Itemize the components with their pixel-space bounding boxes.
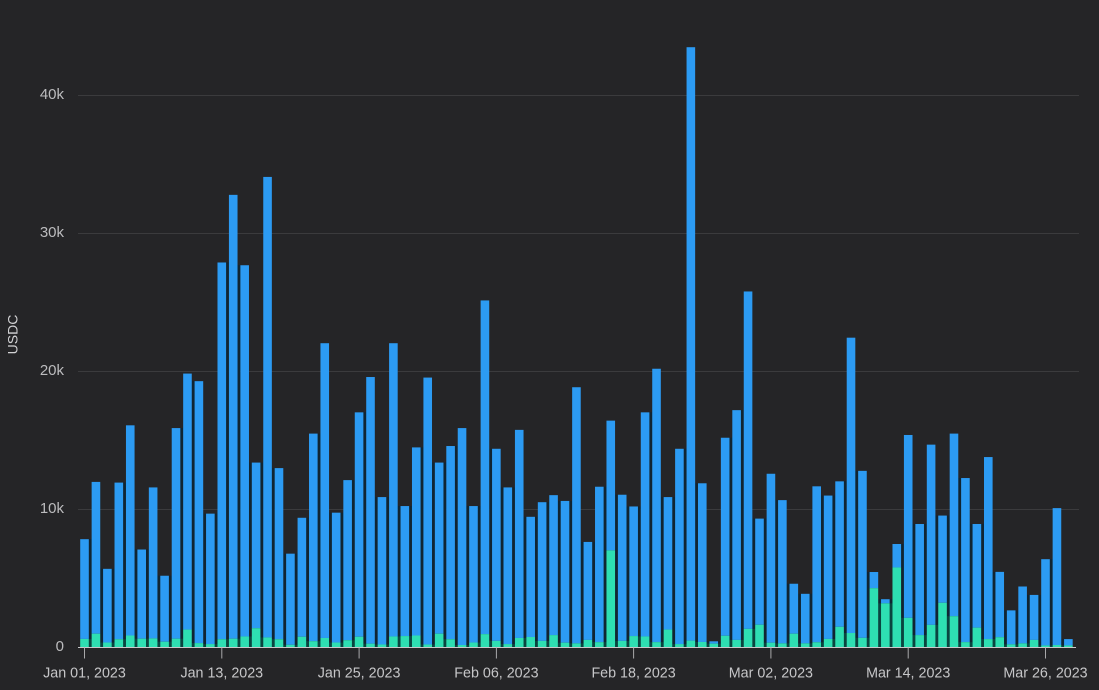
svg-text:Mar 02, 2023: Mar 02, 2023 <box>729 666 813 682</box>
svg-text:Jan 01, 2023: Jan 01, 2023 <box>43 666 126 682</box>
svg-text:USDC: USDC <box>5 315 21 355</box>
svg-text:Feb 18, 2023: Feb 18, 2023 <box>591 666 675 682</box>
svg-text:Jan 25, 2023: Jan 25, 2023 <box>318 666 401 682</box>
svg-text:Mar 14, 2023: Mar 14, 2023 <box>866 666 950 682</box>
svg-text:0: 0 <box>56 638 64 655</box>
svg-text:10k: 10k <box>40 500 65 517</box>
svg-text:30k: 30k <box>40 224 65 241</box>
svg-text:Feb 06, 2023: Feb 06, 2023 <box>454 666 538 682</box>
svg-text:20k: 20k <box>40 362 65 379</box>
svg-text:Jan 13, 2023: Jan 13, 2023 <box>180 666 263 682</box>
svg-text:40k: 40k <box>40 86 65 103</box>
svg-text:Mar 26, 2023: Mar 26, 2023 <box>1003 666 1087 682</box>
